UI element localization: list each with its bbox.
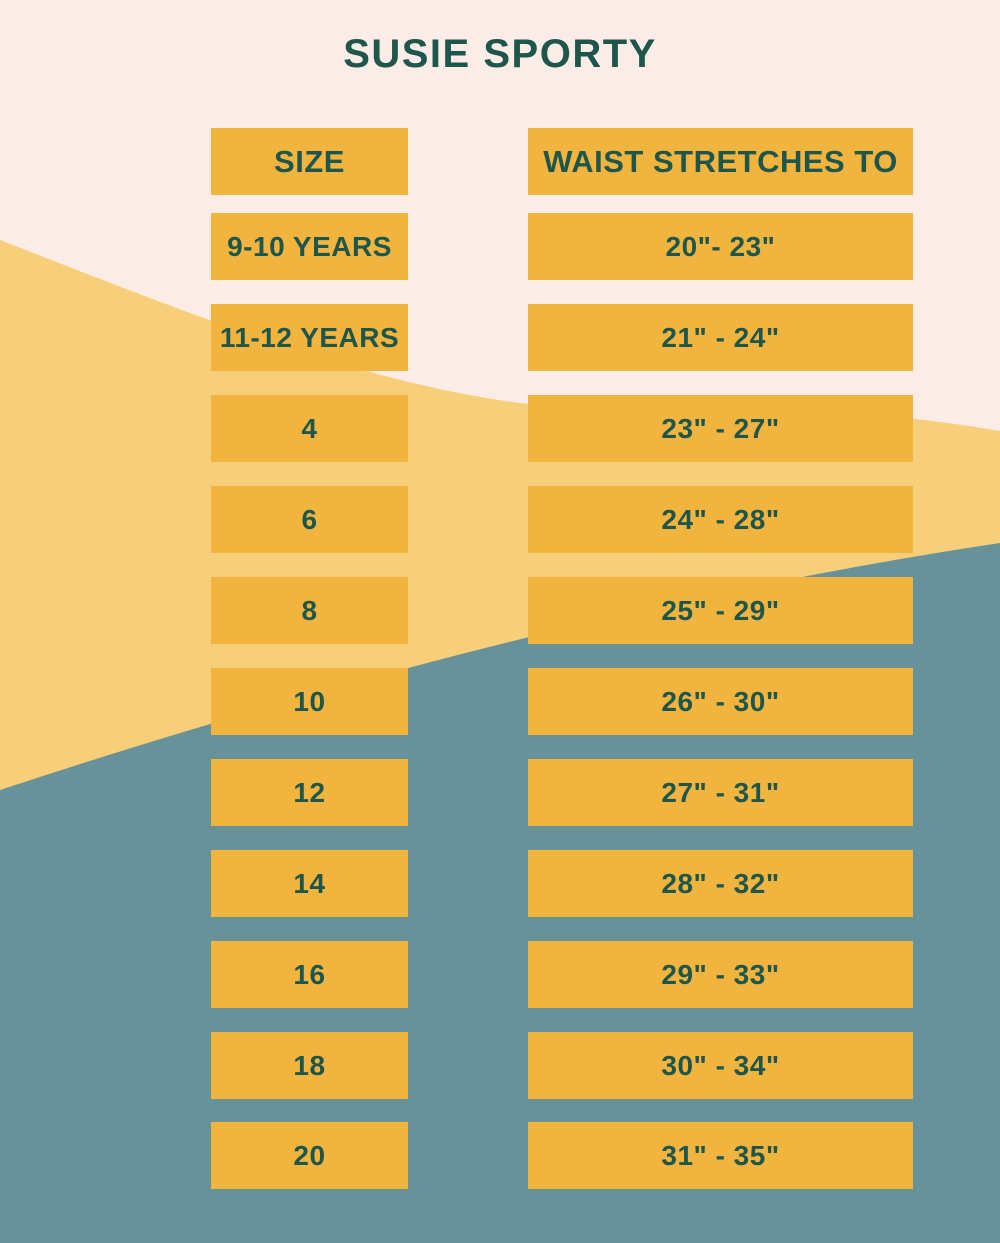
size-cell: 11-12 YEARS — [211, 304, 408, 371]
size-cell: 20 — [211, 1122, 408, 1189]
waist-cell: 28" - 32" — [528, 850, 913, 917]
waist-cell: 25" - 29" — [528, 577, 913, 644]
table-row: 4 23" - 27" — [0, 395, 1000, 462]
table-row: 6 24" - 28" — [0, 486, 1000, 553]
size-cell: 8 — [211, 577, 408, 644]
size-column-header: SIZE — [211, 128, 408, 195]
table-row: 16 29" - 33" — [0, 941, 1000, 1008]
page-title: SUSIE SPORTY — [343, 32, 657, 76]
table-row: 9-10 YEARS 20"- 23" — [0, 213, 1000, 280]
waist-cell: 30" - 34" — [528, 1032, 913, 1099]
waist-cell: 21" - 24" — [528, 304, 913, 371]
table-row: 11-12 YEARS 21" - 24" — [0, 304, 1000, 371]
table-row: 18 30" - 34" — [0, 1032, 1000, 1099]
table-header-row: SIZE WAIST STRETCHES TO — [0, 128, 1000, 195]
size-cell: 14 — [211, 850, 408, 917]
table-row: 20 31" - 35" — [0, 1122, 1000, 1189]
waist-cell: 23" - 27" — [528, 395, 913, 462]
table-row: 12 27" - 31" — [0, 759, 1000, 826]
waist-cell: 24" - 28" — [528, 486, 913, 553]
waist-cell: 20"- 23" — [528, 213, 913, 280]
size-cell: 4 — [211, 395, 408, 462]
waist-cell: 26" - 30" — [528, 668, 913, 735]
table-row: 10 26" - 30" — [0, 668, 1000, 735]
size-cell: 10 — [211, 668, 408, 735]
table-row: 8 25" - 29" — [0, 577, 1000, 644]
size-cell: 6 — [211, 486, 408, 553]
waist-cell: 29" - 33" — [528, 941, 913, 1008]
size-cell: 18 — [211, 1032, 408, 1099]
waist-cell: 31" - 35" — [528, 1122, 913, 1189]
size-cell: 12 — [211, 759, 408, 826]
size-cell: 16 — [211, 941, 408, 1008]
size-cell: 9-10 YEARS — [211, 213, 408, 280]
waist-column-header: WAIST STRETCHES TO — [528, 128, 913, 195]
waist-cell: 27" - 31" — [528, 759, 913, 826]
table-row: 14 28" - 32" — [0, 850, 1000, 917]
